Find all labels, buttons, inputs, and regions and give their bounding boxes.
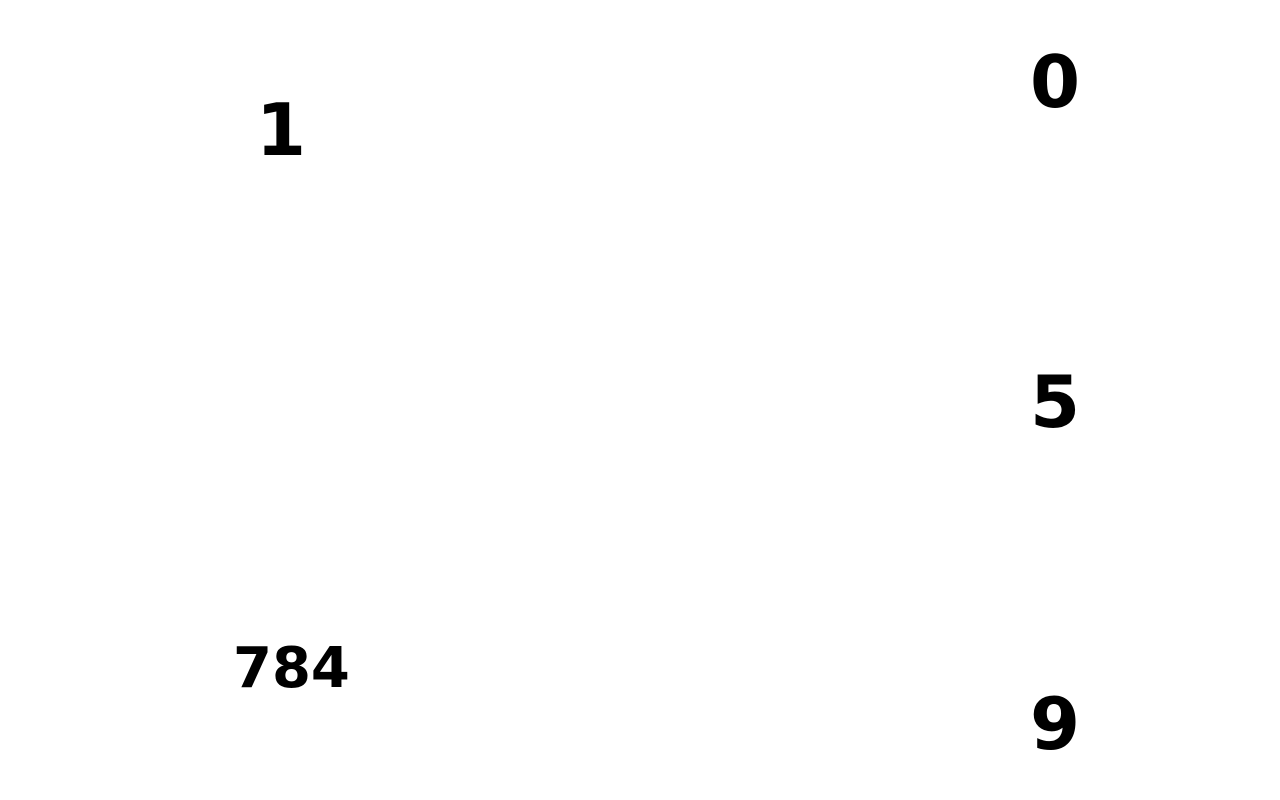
- number-784-label: 784: [233, 641, 350, 697]
- number-5-label: 5: [1030, 366, 1080, 438]
- number-1-label: 1: [256, 94, 306, 166]
- number-9-label: 9: [1030, 688, 1080, 760]
- number-0-label: 0: [1030, 46, 1080, 118]
